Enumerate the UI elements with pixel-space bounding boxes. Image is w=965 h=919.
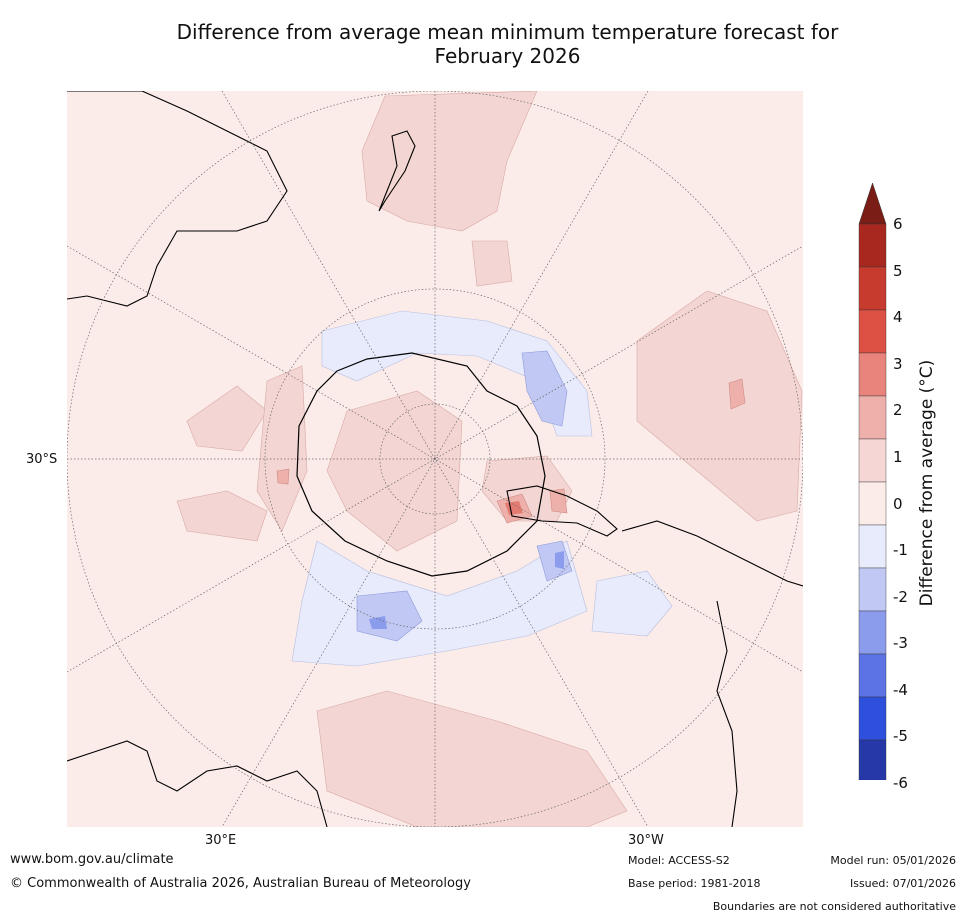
parallel-circle-mid bbox=[264, 288, 606, 630]
footer-issued: Issued: 07/01/2026 bbox=[849, 877, 956, 890]
footer-website: www.bom.gov.au/climate bbox=[10, 852, 174, 867]
colorbar-segment bbox=[858, 696, 887, 741]
map-panel bbox=[67, 91, 803, 827]
australia-coastline bbox=[67, 91, 288, 307]
colorbar-tick-label: 4 bbox=[893, 308, 903, 327]
anomaly-minus-2-to-minus-3-regions bbox=[369, 551, 564, 629]
colorbar-segment bbox=[858, 567, 887, 612]
colorbar-segment bbox=[858, 481, 887, 526]
colorbar-segment bbox=[858, 438, 887, 483]
colorbar-tick-label: -3 bbox=[893, 634, 908, 653]
footer-disclaimer: Boundaries are not considered authoritat… bbox=[712, 900, 956, 913]
longitude-label-30w: 30°W bbox=[628, 833, 664, 848]
colorbar-tick-label: 3 bbox=[893, 354, 903, 373]
graticule bbox=[67, 91, 803, 827]
anomaly-region-tasman-warm bbox=[276, 468, 290, 485]
anomaly-region-ross-cold bbox=[521, 350, 568, 427]
map-title: Difference from average mean minimum tem… bbox=[60, 20, 955, 68]
colorbar-segment bbox=[858, 653, 887, 698]
anomaly-region-pacific-cell bbox=[471, 240, 513, 287]
colorbar-tick-label: -2 bbox=[893, 587, 908, 606]
colorbar-segment bbox=[858, 266, 887, 311]
colorbar-graphic bbox=[858, 182, 887, 825]
latitude-label-30s: 30°S bbox=[26, 452, 58, 467]
colorbar-segment bbox=[858, 352, 887, 397]
anomaly-region-indian-ocean bbox=[186, 385, 268, 452]
anomaly-region-atlantic-warm bbox=[728, 378, 746, 410]
footer-model: Model: ACCESS-S2 bbox=[628, 854, 730, 867]
footer-model-run: Model run: 05/01/2026 bbox=[830, 854, 956, 867]
colorbar-label: Difference from average (°C) bbox=[917, 359, 937, 607]
anomaly-region-nz bbox=[361, 91, 538, 232]
anomaly-region-antarctic-interior bbox=[326, 390, 463, 552]
africa-coastline bbox=[67, 740, 328, 827]
antarctic-peninsula bbox=[506, 485, 618, 537]
antarctica-coastline bbox=[296, 352, 618, 577]
anomaly-region-tasman bbox=[176, 490, 268, 542]
south-america-coastline bbox=[621, 520, 803, 827]
anomaly-region-south-australia bbox=[316, 690, 628, 827]
anomaly-region-drake-cool bbox=[591, 570, 673, 637]
map-canvas bbox=[67, 91, 803, 827]
footer-base-period: Base period: 1981-2018 bbox=[628, 877, 761, 890]
colorbar-tick-label: -5 bbox=[893, 727, 908, 746]
title-line-1: Difference from average mean minimum tem… bbox=[176, 20, 839, 44]
footer-copyright: © Commonwealth of Australia 2026, Austra… bbox=[10, 876, 471, 891]
longitude-label-30e: 30°E bbox=[205, 833, 237, 848]
colorbar-segment bbox=[858, 610, 887, 655]
colorbar-tick-label: 0 bbox=[893, 494, 903, 513]
colorbar-tick-label: 1 bbox=[893, 447, 903, 466]
anomaly-region-ross-cool bbox=[321, 310, 593, 437]
colorbar bbox=[856, 180, 906, 825]
anomaly-region-southern-ocean-cool bbox=[291, 540, 588, 667]
anomaly-minus-1-to-minus-2-regions bbox=[356, 350, 573, 642]
colorbar-tick-label: 6 bbox=[893, 215, 903, 233]
colorbar-tick-label: -1 bbox=[893, 541, 908, 560]
colorbar-extend-max bbox=[858, 182, 887, 225]
colorbar-tick-label: 2 bbox=[893, 401, 903, 420]
continental-coastlines bbox=[67, 91, 803, 827]
colorbar-segment bbox=[858, 223, 887, 268]
anomaly-region-west-antarctica bbox=[256, 365, 308, 532]
title-line-2: February 2026 bbox=[434, 44, 581, 68]
colorbar-tick-label: -6 bbox=[893, 774, 908, 792]
colorbar-segment bbox=[858, 739, 887, 784]
anomaly-negative-regions bbox=[291, 310, 673, 667]
anomaly-region-cold-core-2 bbox=[555, 551, 564, 569]
antarctica-landmass bbox=[296, 352, 546, 577]
anomaly-region-cold-core-1 bbox=[369, 616, 387, 629]
new-zealand-coastline bbox=[378, 130, 416, 212]
colorbar-segment bbox=[858, 524, 887, 569]
anomaly-region-peninsula-cold bbox=[536, 540, 573, 582]
colorbar-segment bbox=[858, 309, 887, 354]
colorbar-tick-label: -4 bbox=[893, 680, 908, 699]
colorbar-segment bbox=[858, 395, 887, 440]
colorbar-tick-label: 5 bbox=[893, 261, 903, 280]
anomaly-region-south-atlantic bbox=[636, 290, 803, 522]
